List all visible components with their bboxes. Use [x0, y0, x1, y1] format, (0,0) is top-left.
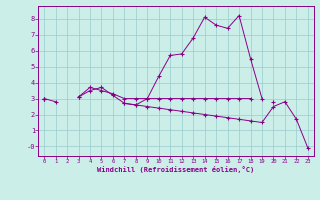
X-axis label: Windchill (Refroidissement éolien,°C): Windchill (Refroidissement éolien,°C) [97, 166, 255, 173]
